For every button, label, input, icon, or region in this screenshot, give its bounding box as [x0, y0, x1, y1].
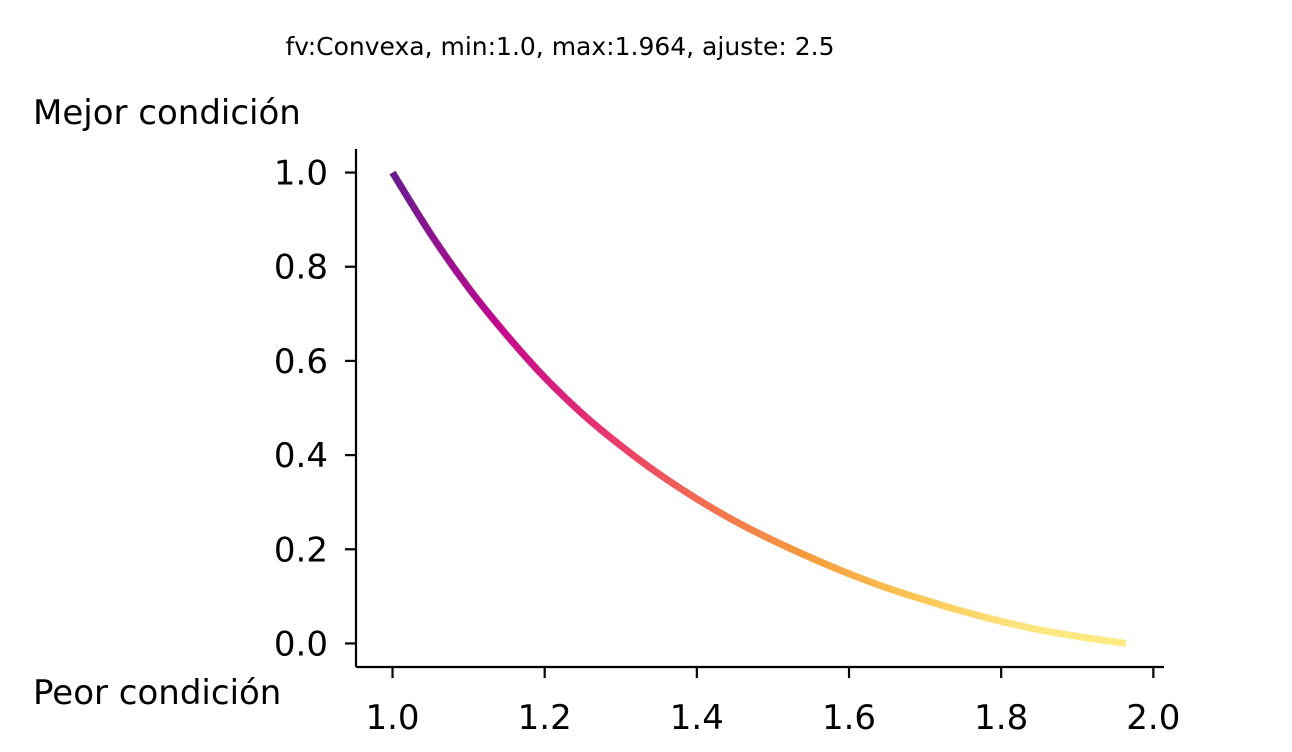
x-tick-label: 1.0 [365, 698, 419, 738]
y-tick-label: 0.8 [274, 248, 328, 288]
chart-title: fv:Convexa, min:1.0, max:1.964, ajuste: … [285, 32, 834, 61]
x-tick-label: 2.0 [1126, 698, 1180, 738]
y-tick-label: 0.2 [274, 530, 328, 570]
bottom-label: Peor condición [33, 673, 281, 713]
x-tick-label: 1.8 [974, 698, 1028, 738]
axes [354, 149, 1164, 669]
top-label: Mejor condición [33, 93, 301, 133]
y-tick-label: 1.0 [274, 154, 328, 194]
y-tick-label: 0.4 [274, 436, 328, 476]
y-tick-label: 0.0 [274, 624, 328, 664]
x-tick-label: 1.6 [822, 698, 876, 738]
series-line [389, 170, 1127, 647]
x-ticks: 1.0 1.2 1.4 1.6 1.8 2.0 [365, 667, 1180, 738]
series [389, 170, 1127, 647]
y-ticks: 0.0 0.2 0.4 0.6 0.8 1.0 [274, 154, 356, 664]
y-tick-label: 0.6 [274, 342, 328, 382]
x-tick-label: 1.4 [670, 698, 724, 738]
x-tick-label: 1.2 [518, 698, 572, 738]
